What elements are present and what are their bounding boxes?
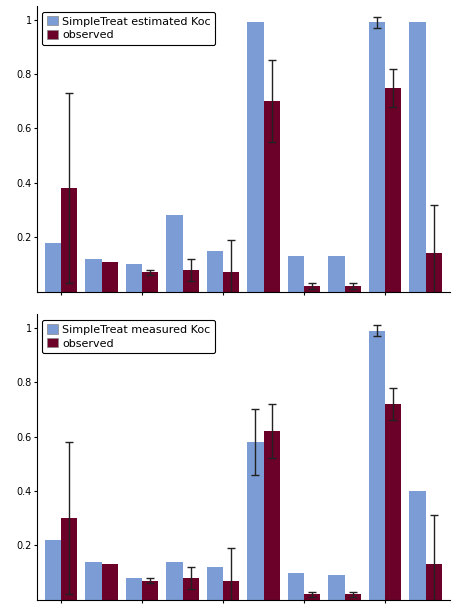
Bar <box>85 259 101 291</box>
Bar <box>385 88 401 291</box>
Bar <box>223 581 239 600</box>
Bar <box>126 264 142 291</box>
Bar <box>263 431 280 600</box>
Bar <box>425 253 442 291</box>
Bar <box>142 581 158 600</box>
Bar <box>409 23 425 291</box>
Bar <box>45 242 61 291</box>
Bar <box>101 261 118 291</box>
Bar <box>101 564 118 600</box>
Bar <box>304 286 320 291</box>
Bar <box>328 256 345 291</box>
Bar <box>385 404 401 600</box>
Bar <box>369 23 385 291</box>
Bar <box>85 562 101 600</box>
Bar <box>45 540 61 600</box>
Bar <box>304 594 320 600</box>
Bar <box>247 23 263 291</box>
Bar <box>345 594 361 600</box>
Bar <box>345 286 361 291</box>
Bar <box>126 578 142 600</box>
Bar <box>207 251 223 291</box>
Bar <box>328 575 345 600</box>
Bar <box>425 564 442 600</box>
Bar <box>207 567 223 600</box>
Bar <box>142 272 158 291</box>
Bar <box>61 188 77 291</box>
Bar <box>263 101 280 291</box>
Bar <box>61 518 77 600</box>
Bar <box>166 562 183 600</box>
Bar <box>247 442 263 600</box>
Bar <box>183 270 199 291</box>
Bar <box>183 578 199 600</box>
Bar <box>369 330 385 600</box>
Bar <box>409 491 425 600</box>
Bar <box>223 272 239 291</box>
Bar <box>288 573 304 600</box>
Bar <box>288 256 304 291</box>
Legend: SimpleTreat measured Koc, observed: SimpleTreat measured Koc, observed <box>42 320 215 353</box>
Legend: SimpleTreat estimated Koc, observed: SimpleTreat estimated Koc, observed <box>42 12 215 45</box>
Bar <box>166 215 183 291</box>
